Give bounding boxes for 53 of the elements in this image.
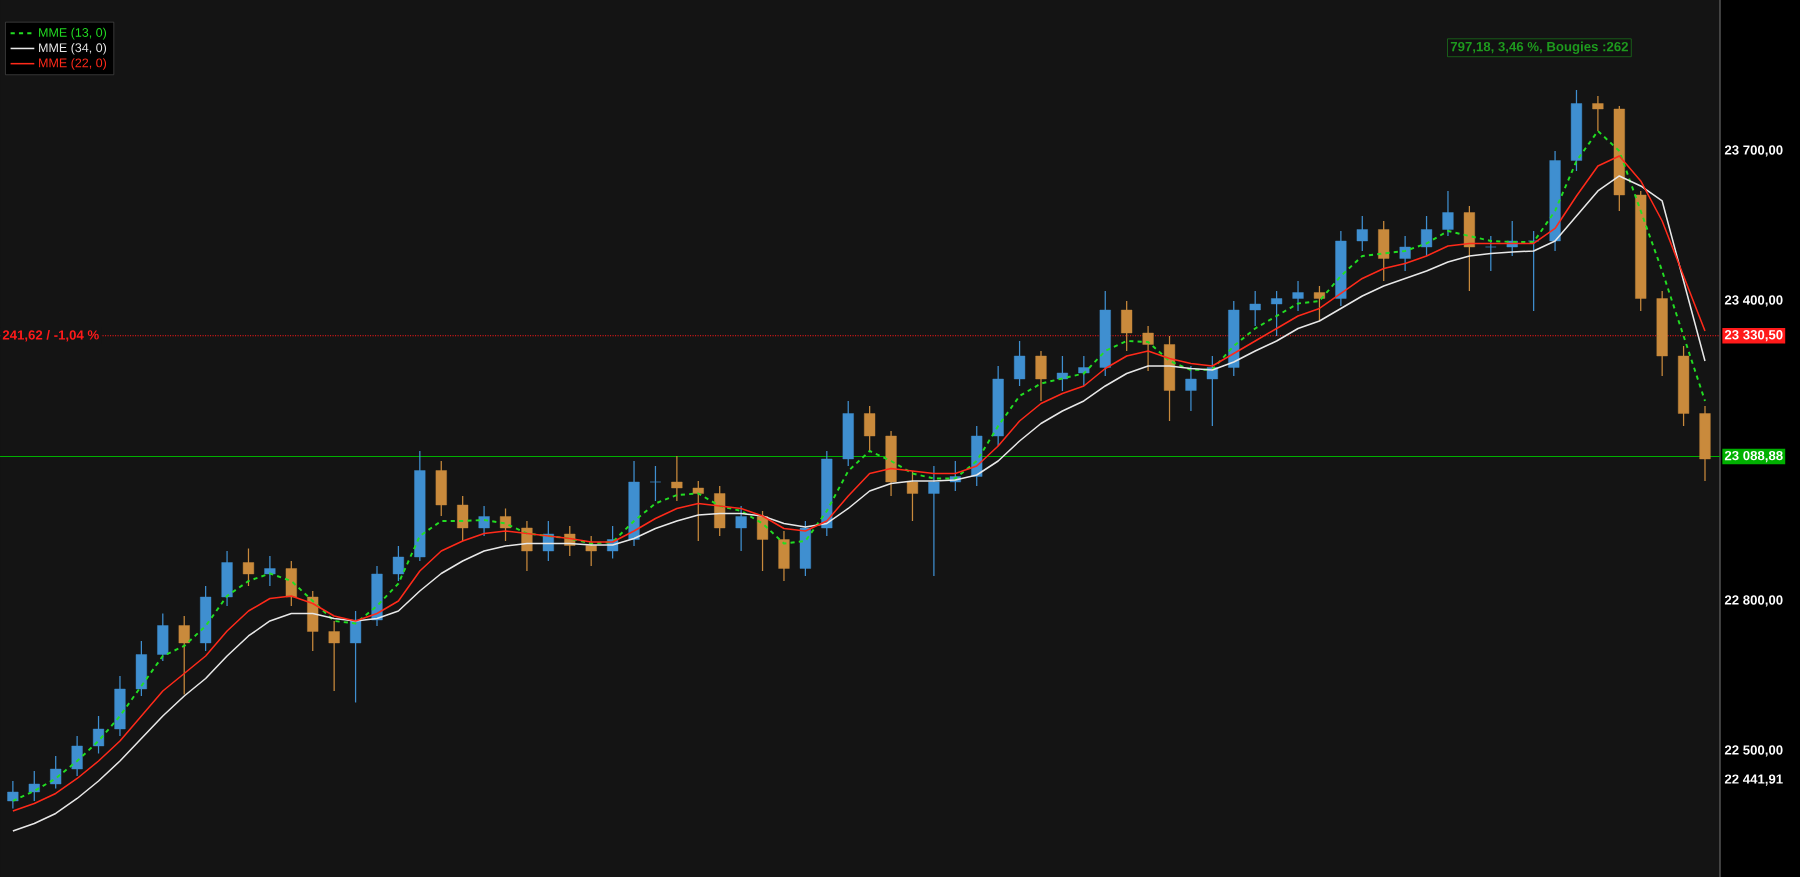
y-tick-label: 22 441,91 (1724, 774, 1783, 786)
candlestick (1121, 300, 1133, 352)
candlestick (478, 505, 490, 537)
candlestick (1528, 230, 1540, 312)
candlestick (1035, 350, 1047, 402)
candlestick (328, 620, 340, 692)
candlestick (1313, 285, 1326, 322)
candlestick (649, 465, 662, 502)
candlestick (499, 507, 512, 542)
candlestick (756, 510, 769, 572)
y-tick-label: 22 500,00 (1724, 745, 1783, 757)
candlestick (392, 545, 404, 582)
candlestick (457, 495, 469, 542)
candlestick (1420, 215, 1433, 257)
candlestick (1442, 190, 1454, 237)
candlestick (264, 555, 276, 587)
legend-label: MME (13, 0) (39, 27, 107, 40)
candlestick (906, 470, 919, 522)
candlestick (1592, 95, 1604, 132)
candlestick (350, 610, 362, 704)
candlestick (1356, 215, 1368, 252)
candlestick (28, 770, 40, 802)
legend-label: MME (22, 0) (39, 58, 107, 70)
candlestick (1485, 235, 1497, 272)
candlestick (735, 505, 747, 552)
candlestick (585, 535, 597, 567)
candlestick (1078, 355, 1090, 387)
candlestick (1185, 365, 1197, 412)
candlestick (1142, 325, 1154, 372)
candlestick (928, 465, 940, 577)
candlestick (1399, 235, 1411, 272)
candlestick (1056, 355, 1068, 392)
y-tick-label: 23 088,88 (1724, 450, 1783, 463)
candlestick (692, 480, 704, 542)
y-tick-label: 22 800,00 (1724, 595, 1783, 607)
candlestick (1249, 290, 1261, 327)
legend-label: MME (34, 0) (39, 42, 107, 55)
candlestick (1271, 290, 1283, 337)
annotation: 241,62 / -1,04 % (2, 329, 99, 342)
candlestick (1014, 340, 1026, 387)
annotation: 797,18, 3,46 %, Bougies :262 (1450, 41, 1628, 54)
y-tick-label: 23 400,00 (1724, 295, 1783, 307)
y-tick-label: 23 700,00 (1724, 145, 1783, 157)
candlestick (1292, 280, 1304, 312)
candlestick (178, 615, 190, 696)
candlestick (92, 715, 105, 755)
candlestick (50, 755, 62, 790)
candlestick (7, 780, 19, 810)
candlestick (671, 455, 683, 502)
candlestick (864, 405, 876, 452)
candlestick (71, 735, 83, 777)
y-tick-label: 23 330,50 (1724, 330, 1783, 342)
candlestick (242, 547, 255, 587)
